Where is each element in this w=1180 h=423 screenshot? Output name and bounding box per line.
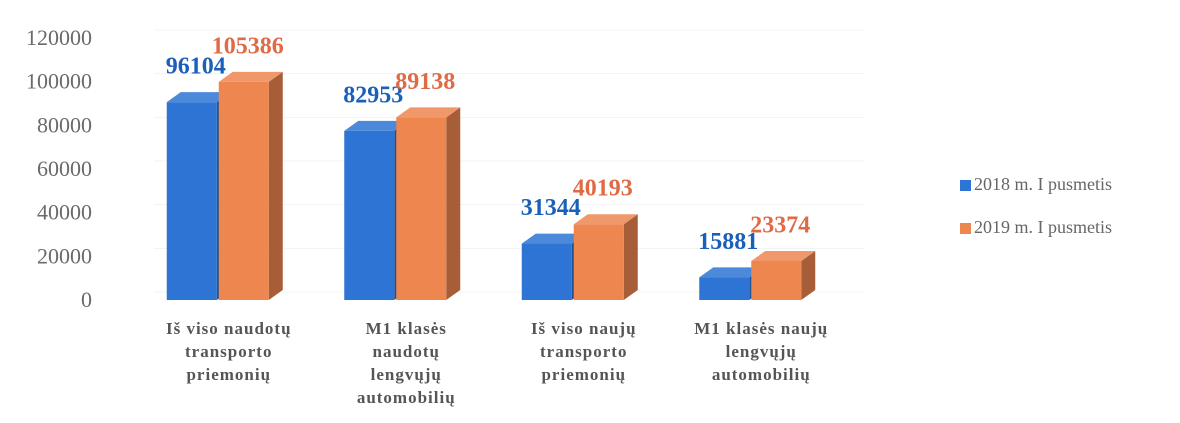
value-label: 96104: [166, 54, 226, 80]
bar: [218, 71, 283, 301]
x-tick-label-line: Iš viso naujų: [531, 319, 637, 338]
bar-front: [521, 243, 572, 300]
value-label: 15881: [698, 229, 758, 255]
y-tick-label: 100000: [26, 69, 92, 94]
bar-top: [166, 92, 231, 103]
y-tick-label: 0: [81, 287, 92, 312]
y-tick-label: 40000: [37, 200, 92, 225]
value-label: 82953: [343, 82, 403, 108]
bar-side: [446, 107, 461, 300]
x-tick-label-line: M1 klasės naujų: [694, 319, 828, 338]
x-tick-label: M1 klasės naujų lengvųjų automobilių: [694, 319, 828, 384]
x-tick-label: Iš viso naudotų transporto priemonių: [166, 319, 292, 384]
bar: [573, 214, 638, 300]
bar-front: [166, 102, 217, 300]
x-tick-label-line: priemonių: [541, 365, 626, 384]
x-tick-label-line: lengvųjų: [371, 365, 442, 384]
bar-front: [751, 260, 802, 300]
bar-top: [573, 214, 638, 225]
bar-top: [699, 267, 764, 278]
bar: [751, 250, 816, 300]
bar-side: [268, 71, 283, 301]
x-tick-label-line: lengvųjų: [726, 342, 797, 361]
value-label: 89138: [395, 69, 455, 95]
bar-top: [751, 250, 816, 261]
bar: [396, 107, 461, 300]
x-tick-label-line: M1 klasės: [366, 319, 447, 338]
x-tick-label: Iš viso naujų transporto priemonių: [531, 319, 637, 384]
bar-side: [623, 214, 638, 300]
bar-front: [218, 81, 269, 301]
bar-top: [344, 120, 409, 131]
bar-front: [344, 130, 395, 300]
value-label: 23374: [750, 212, 810, 238]
legend-label: 2019 m. I pusmetis: [974, 217, 1112, 237]
x-tick-label-line: priemonių: [186, 365, 271, 384]
value-label: 31344: [521, 195, 581, 221]
x-tick-label: M1 klasės naudotų lengvųjų automobilių: [357, 319, 456, 407]
bar-top: [396, 107, 461, 118]
y-tick-label: 80000: [37, 112, 92, 137]
bar-top: [218, 71, 283, 82]
legend-label: 2018 m. I pusmetis: [974, 174, 1112, 194]
bar-top: [521, 233, 586, 244]
y-tick-label: 20000: [37, 243, 92, 268]
bar-front: [699, 277, 750, 300]
value-label: 40193: [573, 176, 633, 202]
y-tick-label: 60000: [37, 156, 92, 181]
bar-side: [801, 250, 816, 300]
legend-swatch: [960, 180, 971, 191]
x-tick-label-line: transporto: [185, 342, 272, 361]
bar-front: [396, 117, 447, 300]
value-label: 105386: [212, 33, 284, 59]
y-tick-label: 120000: [26, 25, 92, 50]
x-tick-label-line: Iš viso naudotų: [166, 319, 292, 338]
x-tick-label-line: transporto: [540, 342, 627, 361]
x-tick-label-line: automobilių: [357, 388, 456, 407]
bar-front: [573, 224, 624, 300]
x-tick-label-line: automobilių: [712, 365, 811, 384]
legend-swatch: [960, 223, 971, 234]
x-tick-label-line: naudotų: [373, 342, 440, 361]
